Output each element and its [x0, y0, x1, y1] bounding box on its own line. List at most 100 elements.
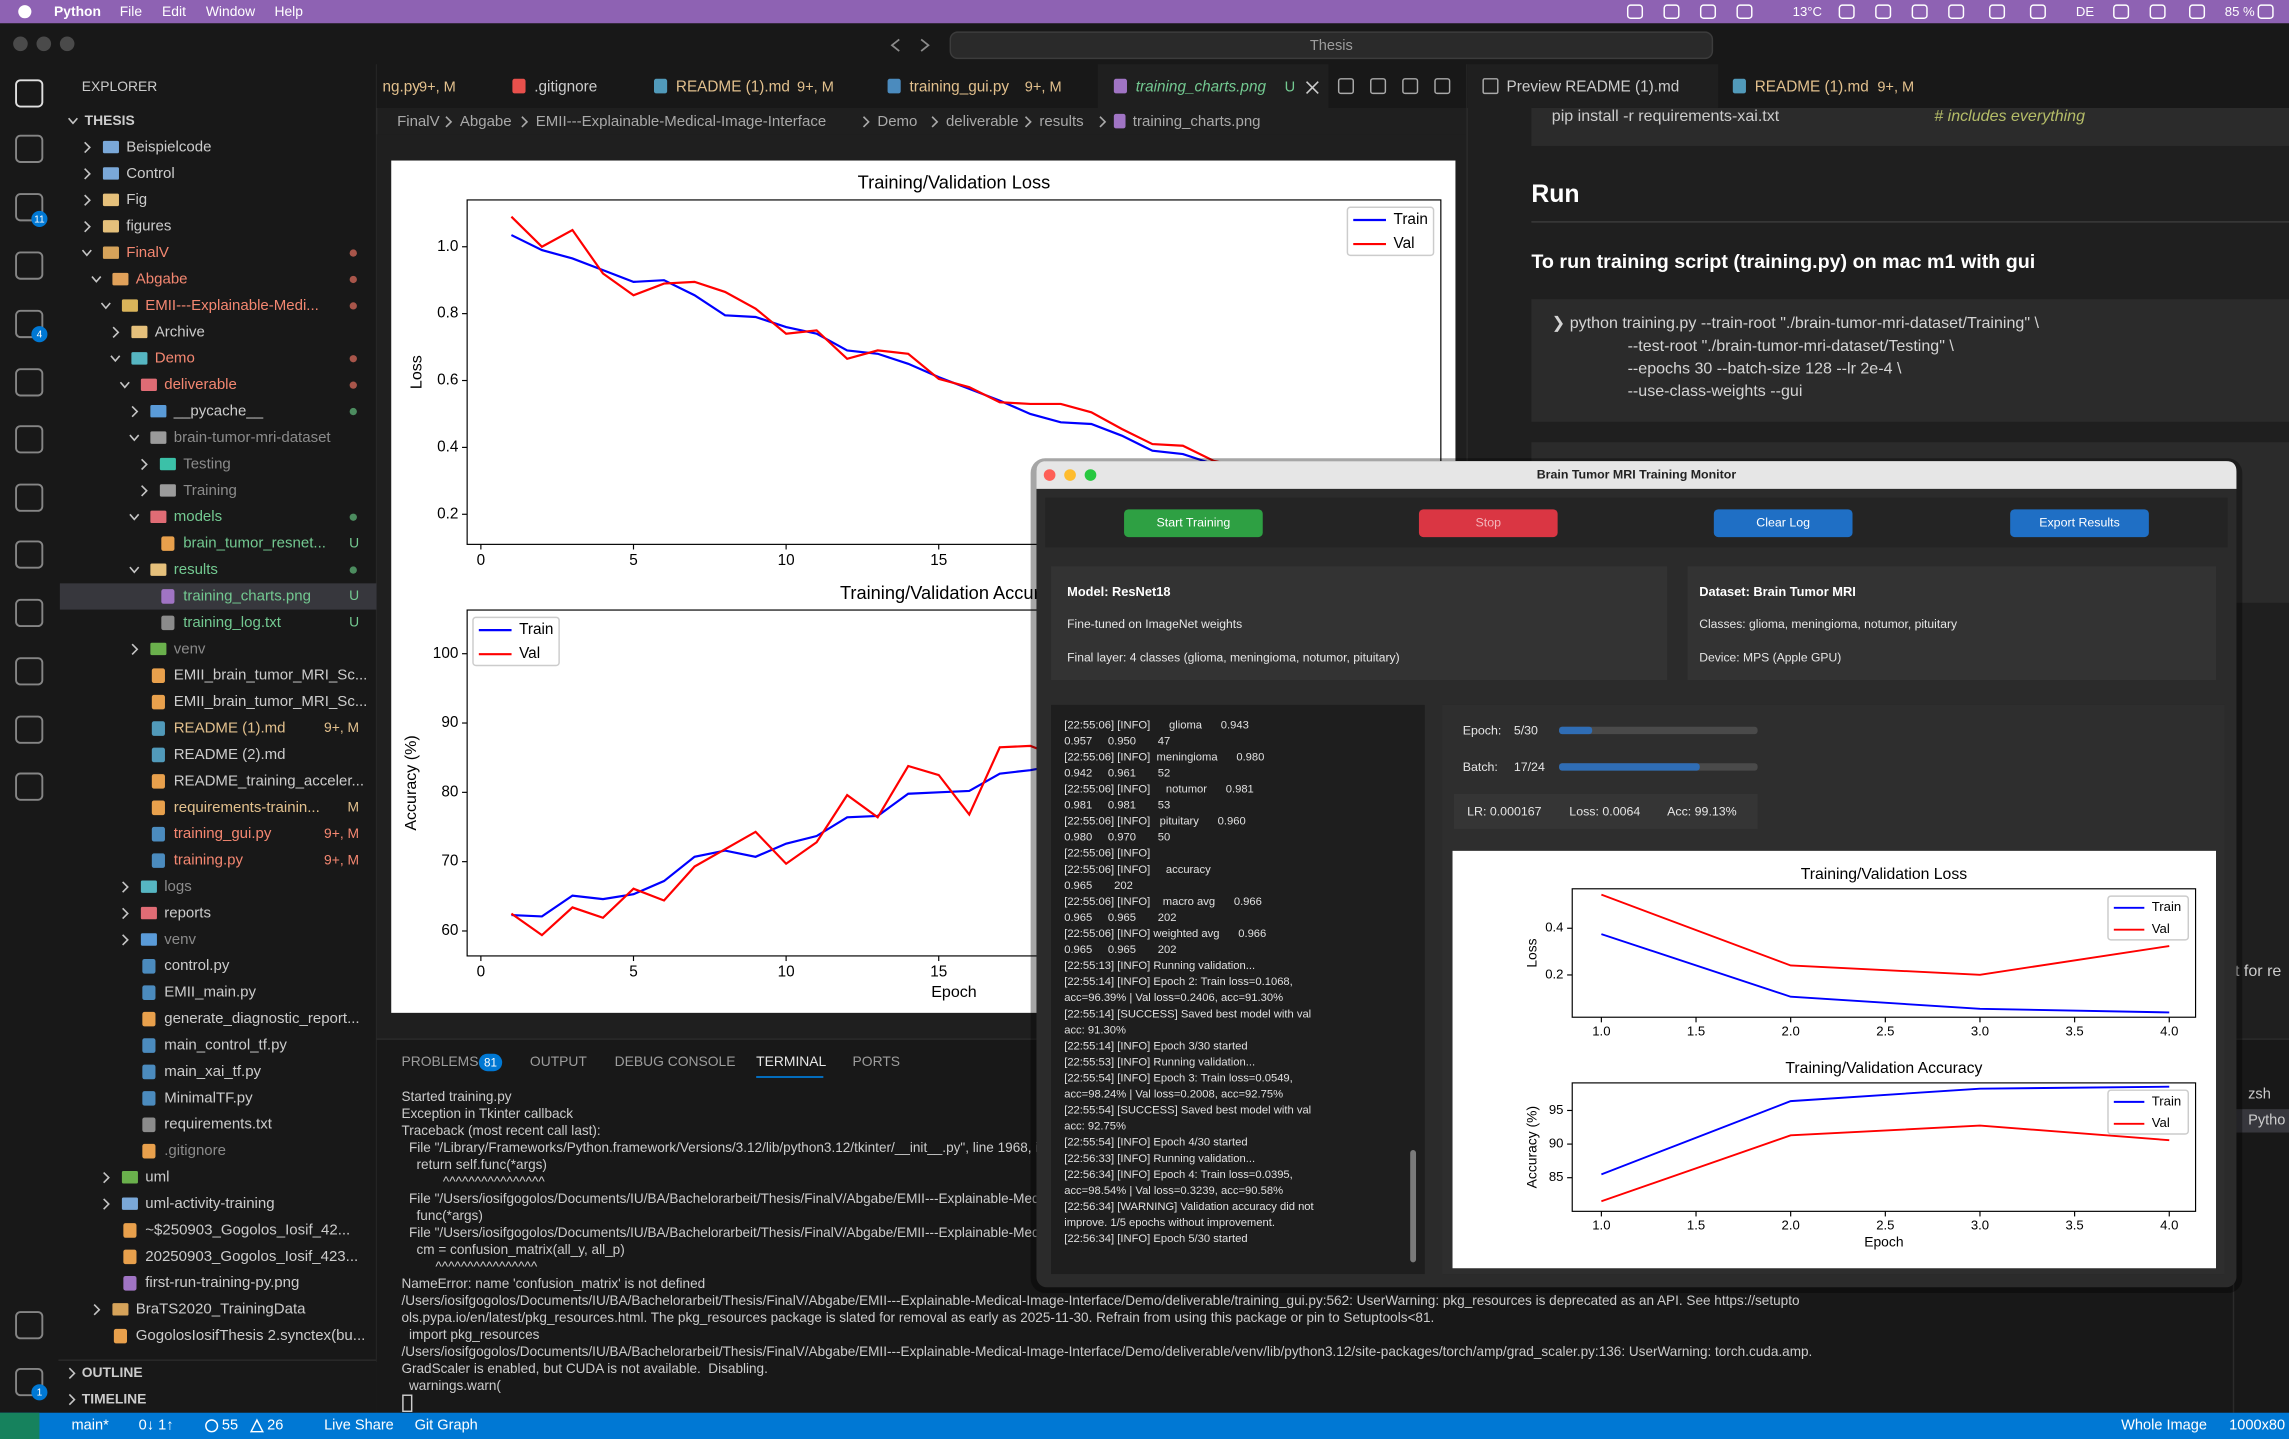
breadcrumb-item[interactable]: Abgabe [460, 113, 512, 130]
status-item[interactable]: main* [72, 1418, 110, 1434]
folder-label[interactable]: figures [126, 218, 171, 235]
activity-icon[interactable] [15, 715, 44, 744]
activity-icon[interactable] [15, 483, 44, 512]
breadcrumb-item[interactable]: FinalV [397, 113, 440, 130]
breadcrumb-item[interactable]: training_charts.png [1133, 113, 1261, 130]
menu-item[interactable]: Edit [162, 3, 186, 19]
folder-label[interactable]: venv [174, 640, 206, 657]
tab-label[interactable]: README (1).md [1755, 79, 1869, 96]
editor-action[interactable] [1337, 78, 1354, 95]
button[interactable] [2010, 509, 2149, 538]
file-label[interactable]: main_control_tf.py [164, 1037, 287, 1054]
breadcrumb-item[interactable]: Demo [877, 113, 917, 130]
activity-icon[interactable] [15, 425, 44, 454]
status-item[interactable]: 26 [267, 1418, 283, 1434]
folder-label[interactable]: Beispielcode [126, 138, 211, 155]
button[interactable] [1124, 509, 1263, 538]
editor-action[interactable] [1402, 78, 1419, 95]
tab-label[interactable]: training_charts.png [1136, 79, 1267, 96]
folder-label[interactable]: Abgabe [136, 270, 188, 287]
file-label[interactable]: training.py [174, 852, 244, 869]
folder-label[interactable]: Archive [155, 323, 205, 340]
folder-label[interactable]: Fig [126, 191, 147, 208]
status-item[interactable]: 55 [222, 1418, 238, 1434]
button-label[interactable]: Export Results [2039, 515, 2120, 529]
terminal-instance[interactable]: Pytho [2248, 1113, 2285, 1129]
status-item[interactable]: Live Share [324, 1418, 394, 1434]
folder-label[interactable]: models [174, 508, 222, 525]
status-item[interactable]: 0↓ 1↑ [139, 1418, 174, 1434]
section-header[interactable]: TIMELINE [82, 1390, 147, 1406]
button-label[interactable]: Clear Log [1756, 515, 1810, 529]
activity-icon[interactable] [15, 657, 44, 686]
menu-item[interactable]: File [120, 3, 143, 19]
file-label[interactable]: control.py [164, 957, 230, 974]
tab-label[interactable]: Preview README (1).md [1507, 79, 1680, 96]
activity-icon[interactable] [15, 193, 44, 222]
activity-icon[interactable] [15, 309, 44, 339]
status-item[interactable]: Git Graph [415, 1418, 478, 1434]
panel-tab[interactable]: DEBUG CONSOLE [615, 1053, 736, 1069]
folder-label[interactable]: Demo [155, 350, 195, 367]
file-label[interactable]: EMII_brain_tumor_MRI_Sc... [174, 693, 368, 710]
menu-item[interactable]: Help [274, 3, 303, 19]
status-item[interactable]: 1000x80 [2229, 1418, 2285, 1434]
file-label[interactable]: GogolosIosifThesis 2.synctex(bu... [136, 1327, 366, 1344]
file-label[interactable]: ~$250903_Gogolos_Iosif_42... [145, 1221, 350, 1238]
activity-icon[interactable] [15, 540, 44, 569]
folder-label[interactable]: venv [164, 931, 196, 948]
file-label[interactable]: EMII_main.py [164, 984, 256, 1001]
folder-label[interactable]: __pycache__ [173, 403, 264, 420]
file-label[interactable]: requirements-trainin... [174, 799, 320, 816]
editor-action[interactable] [1434, 78, 1451, 95]
folder-label[interactable]: deliverable [164, 376, 237, 393]
panel-tab[interactable]: PORTS [853, 1053, 901, 1069]
file-label[interactable]: EMII_brain_tumor_MRI_Sc... [174, 667, 368, 684]
terminal-instance[interactable]: zsh [2248, 1086, 2271, 1102]
tab-label[interactable]: .gitignore [534, 79, 597, 96]
folder-label[interactable]: uml [145, 1169, 169, 1186]
activity-icon[interactable] [15, 1367, 44, 1397]
file-label[interactable]: main_xai_tf.py [164, 1063, 261, 1080]
file-label[interactable]: generate_diagnostic_report... [164, 1010, 359, 1027]
file-label[interactable]: training_charts.png [183, 587, 311, 604]
folder-label[interactable]: Training [183, 482, 237, 499]
breadcrumb-item[interactable]: EMII---Explainable-Medical-Image-Interfa… [536, 113, 826, 130]
folder-label[interactable]: logs [164, 878, 192, 895]
file-label[interactable]: README (2).md [174, 746, 286, 763]
folder-label[interactable]: uml-activity-training [145, 1195, 274, 1212]
status-item[interactable]: Whole Image [2121, 1418, 2207, 1434]
folder-label[interactable]: brain-tumor-mri-dataset [174, 429, 332, 446]
activity-icon[interactable] [15, 598, 44, 628]
file-label[interactable]: .gitignore [164, 1142, 226, 1159]
menu-item[interactable]: Window [206, 3, 256, 19]
tab-label[interactable]: README (1).md [676, 79, 790, 96]
search-box[interactable] [949, 31, 1714, 60]
folder-label[interactable]: results [174, 561, 218, 578]
breadcrumb-item[interactable]: results [1039, 113, 1083, 130]
button[interactable] [1418, 509, 1558, 538]
button-label[interactable]: Start Training [1157, 515, 1231, 529]
folder-label[interactable]: reports [164, 904, 211, 921]
section-header[interactable]: OUTLINE [82, 1364, 143, 1380]
panel-tab[interactable]: PROBLEMS [401, 1053, 478, 1069]
folder-label[interactable]: Control [126, 165, 174, 182]
file-label[interactable]: README (1).md [174, 720, 286, 737]
button[interactable] [1713, 509, 1853, 538]
file-label[interactable]: README_training_acceler... [174, 772, 364, 789]
file-label[interactable]: brain_tumor_resnet... [183, 535, 326, 552]
panel-tab[interactable]: TERMINAL [756, 1053, 826, 1069]
file-label[interactable]: requirements.txt [164, 1116, 272, 1133]
file-label[interactable]: 20250903_Gogolos_Iosif_423... [145, 1248, 358, 1265]
tab-label[interactable]: training_gui.py [909, 79, 1009, 96]
folder-label[interactable]: BraTS2020_TrainingData [136, 1301, 306, 1318]
file-label[interactable]: MinimalTF.py [164, 1089, 253, 1106]
breadcrumb-item[interactable]: deliverable [946, 113, 1019, 130]
activity-icon[interactable] [15, 251, 44, 280]
folder-label[interactable]: Testing [183, 455, 231, 472]
folder-label[interactable]: FinalV [126, 244, 169, 261]
editor-action[interactable] [1370, 78, 1387, 95]
activity-icon[interactable] [15, 1311, 44, 1340]
activity-icon[interactable] [15, 79, 44, 108]
tab-label[interactable]: ng.py [382, 79, 420, 96]
